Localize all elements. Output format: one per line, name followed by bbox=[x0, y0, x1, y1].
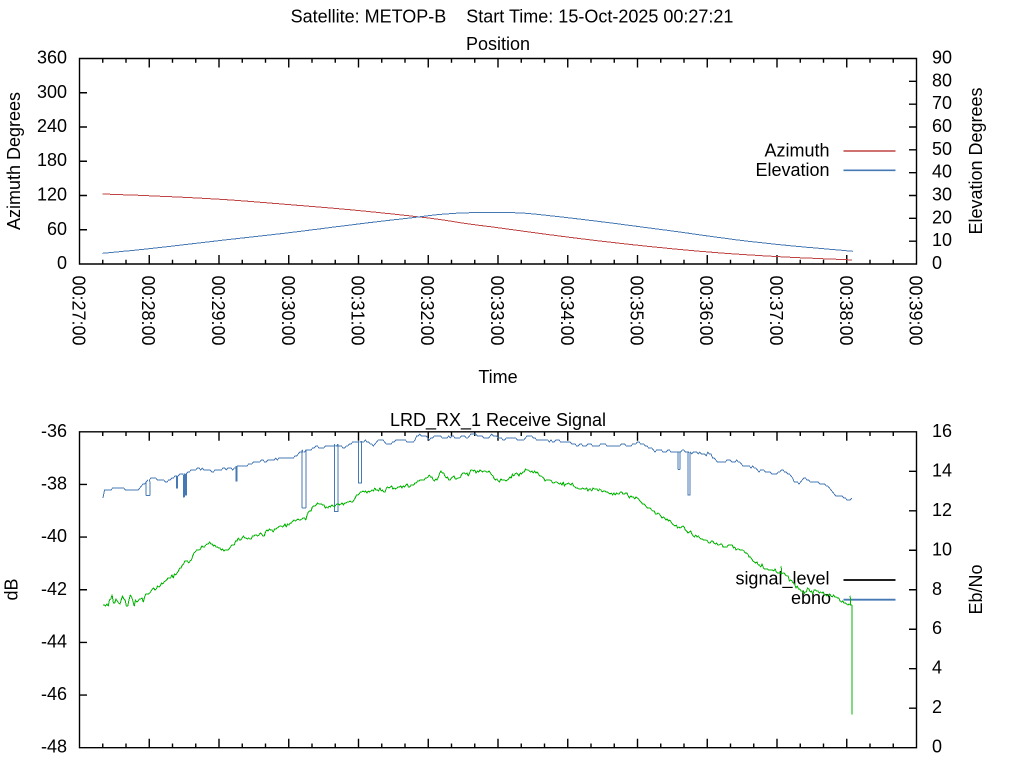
svg-text:Azimuth: Azimuth bbox=[764, 141, 829, 161]
svg-text:00:30:00: 00:30:00 bbox=[278, 276, 298, 346]
svg-text:00:36:00: 00:36:00 bbox=[696, 276, 716, 346]
svg-text:00:32:00: 00:32:00 bbox=[417, 276, 437, 346]
svg-text:16: 16 bbox=[932, 421, 952, 441]
svg-text:90: 90 bbox=[932, 48, 952, 68]
svg-text:70: 70 bbox=[932, 93, 952, 113]
svg-text:-36: -36 bbox=[41, 421, 67, 441]
svg-text:00:28:00: 00:28:00 bbox=[138, 276, 158, 346]
svg-text:00:29:00: 00:29:00 bbox=[208, 276, 228, 346]
svg-text:Position: Position bbox=[466, 34, 530, 54]
svg-text:-48: -48 bbox=[41, 737, 67, 757]
svg-text:signal_level: signal_level bbox=[735, 569, 829, 590]
svg-text:360: 360 bbox=[37, 48, 67, 68]
svg-text:Elevation: Elevation bbox=[755, 160, 829, 180]
svg-text:00:27:00: 00:27:00 bbox=[69, 276, 89, 346]
svg-text:120: 120 bbox=[37, 185, 67, 205]
svg-text:Eb/No: Eb/No bbox=[966, 564, 986, 614]
svg-text:00:39:00: 00:39:00 bbox=[906, 276, 926, 346]
svg-text:00:34:00: 00:34:00 bbox=[557, 276, 577, 346]
svg-text:10: 10 bbox=[932, 230, 952, 250]
svg-text:50: 50 bbox=[932, 139, 952, 159]
svg-text:20: 20 bbox=[932, 207, 952, 227]
svg-text:0: 0 bbox=[932, 253, 942, 273]
svg-text:240: 240 bbox=[37, 116, 67, 136]
svg-text:0: 0 bbox=[932, 737, 942, 757]
svg-text:00:38:00: 00:38:00 bbox=[836, 276, 856, 346]
svg-text:00:31:00: 00:31:00 bbox=[348, 276, 368, 346]
svg-text:-42: -42 bbox=[41, 579, 67, 599]
svg-text:80: 80 bbox=[932, 70, 952, 90]
svg-text:14: 14 bbox=[932, 460, 952, 480]
svg-text:10: 10 bbox=[932, 539, 952, 559]
svg-text:180: 180 bbox=[37, 150, 67, 170]
svg-text:40: 40 bbox=[932, 162, 952, 182]
svg-text:300: 300 bbox=[37, 82, 67, 102]
svg-text:Time: Time bbox=[478, 367, 517, 387]
svg-text:60: 60 bbox=[47, 219, 67, 239]
svg-text:-46: -46 bbox=[41, 684, 67, 704]
svg-text:00:33:00: 00:33:00 bbox=[487, 276, 507, 346]
svg-text:12: 12 bbox=[932, 500, 952, 520]
svg-text:LRD_RX_1 Receive Signal: LRD_RX_1 Receive Signal bbox=[390, 410, 606, 431]
svg-text:2: 2 bbox=[932, 697, 942, 717]
svg-text:Elevation Degrees: Elevation Degrees bbox=[966, 87, 986, 234]
svg-text:Satellite: METOP-B Start Ti: Satellite: METOP-B Start Time: 15-Oct-20… bbox=[291, 7, 734, 27]
svg-text:ebno: ebno bbox=[791, 588, 831, 608]
svg-text:-44: -44 bbox=[41, 631, 67, 651]
svg-text:Azimuth Degrees: Azimuth Degrees bbox=[4, 92, 24, 230]
svg-text:30: 30 bbox=[932, 185, 952, 205]
svg-text:8: 8 bbox=[932, 579, 942, 599]
svg-text:60: 60 bbox=[932, 116, 952, 136]
svg-text:-40: -40 bbox=[41, 526, 67, 546]
svg-text:6: 6 bbox=[932, 618, 942, 638]
svg-text:0: 0 bbox=[57, 253, 67, 273]
svg-text:00:37:00: 00:37:00 bbox=[766, 276, 786, 346]
svg-text:00:35:00: 00:35:00 bbox=[627, 276, 647, 346]
svg-text:4: 4 bbox=[932, 658, 942, 678]
svg-text:dB: dB bbox=[2, 578, 22, 600]
svg-text:-38: -38 bbox=[41, 474, 67, 494]
